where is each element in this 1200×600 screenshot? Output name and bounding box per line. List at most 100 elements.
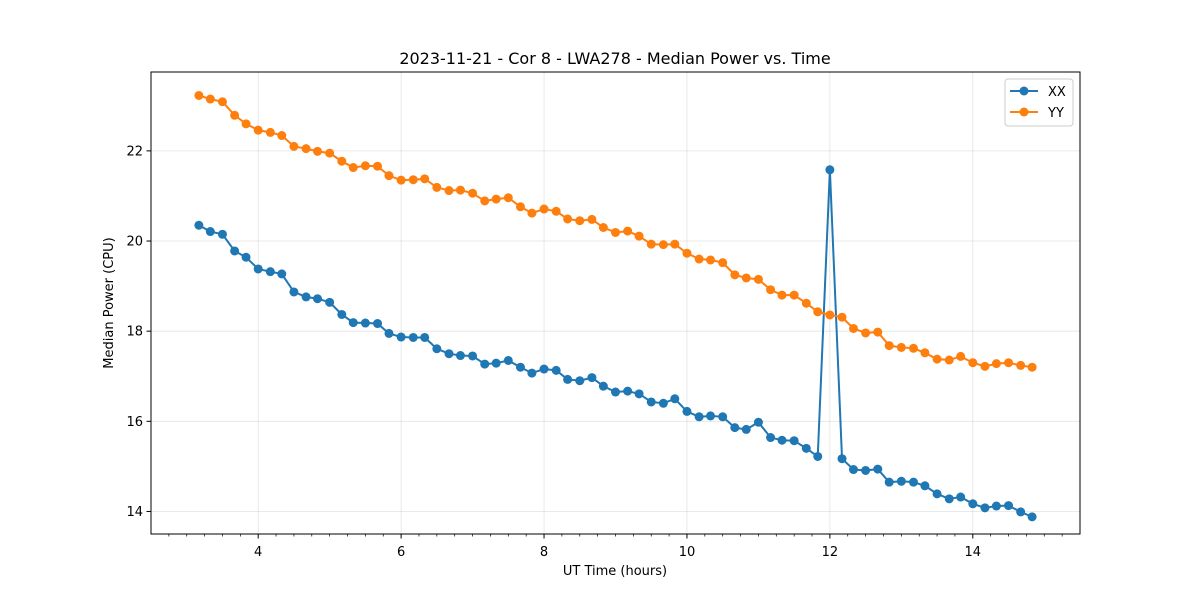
data-point-xx bbox=[813, 451, 823, 461]
data-point-xx bbox=[408, 332, 418, 342]
chart-title: 2023-11-21 - Cor 8 - LWA278 - Median Pow… bbox=[399, 49, 830, 68]
data-point-xx bbox=[455, 351, 465, 361]
data-point-xx bbox=[265, 267, 275, 277]
grid bbox=[151, 72, 1080, 534]
x-axis-ticks: 4 6 8 10 12 14 bbox=[168, 534, 1063, 560]
data-point-xx bbox=[348, 318, 358, 328]
data-point-yy bbox=[1027, 362, 1037, 372]
data-point-yy bbox=[455, 185, 465, 195]
data-point-yy bbox=[515, 202, 525, 212]
data-point-yy bbox=[396, 175, 406, 185]
data-point-yy bbox=[444, 186, 454, 196]
data-point-xx bbox=[908, 477, 918, 487]
data-point-yy bbox=[373, 161, 383, 171]
data-point-yy bbox=[384, 171, 394, 181]
data-point-yy bbox=[766, 285, 776, 295]
data-point-yy bbox=[956, 351, 966, 361]
data-point-xx bbox=[920, 481, 930, 491]
data-point-yy bbox=[205, 94, 215, 104]
data-point-xx bbox=[551, 365, 561, 375]
data-point-xx bbox=[289, 287, 299, 297]
data-point-xx bbox=[884, 477, 894, 487]
data-point-yy bbox=[230, 110, 240, 120]
data-point-yy bbox=[968, 358, 978, 368]
data-point-yy bbox=[896, 342, 906, 352]
data-point-xx bbox=[980, 503, 990, 513]
data-point-yy bbox=[813, 307, 823, 317]
data-point-yy bbox=[932, 354, 942, 364]
data-point-yy bbox=[706, 255, 716, 265]
y-tick-label: 16 bbox=[126, 415, 143, 430]
data-point-xx bbox=[480, 359, 490, 369]
x-tick-label: 12 bbox=[822, 545, 839, 560]
data-point-yy bbox=[670, 239, 680, 249]
data-point-xx bbox=[432, 344, 442, 354]
data-point-yy bbox=[777, 290, 787, 300]
data-point-xx bbox=[944, 494, 954, 504]
data-point-yy bbox=[789, 290, 799, 300]
data-point-yy bbox=[682, 248, 692, 258]
data-point-yy bbox=[873, 327, 883, 337]
data-point-yy bbox=[884, 341, 894, 351]
y-tick-label: 22 bbox=[126, 144, 143, 159]
data-point-yy bbox=[503, 193, 513, 203]
data-point-xx bbox=[801, 443, 811, 453]
data-point-xx bbox=[503, 355, 513, 365]
data-point-xx bbox=[337, 309, 347, 319]
data-point-yy bbox=[944, 355, 954, 365]
data-point-xx bbox=[468, 351, 478, 361]
data-point-yy bbox=[408, 175, 418, 185]
data-point-xx bbox=[384, 328, 394, 338]
data-point-yy bbox=[313, 146, 323, 156]
data-point-xx bbox=[575, 376, 585, 386]
data-point-xx bbox=[861, 465, 871, 475]
x-tick-label: 14 bbox=[965, 545, 982, 560]
data-point-yy bbox=[527, 208, 537, 218]
data-point-yy bbox=[265, 127, 275, 137]
data-point-xx bbox=[848, 465, 858, 475]
data-point-xx bbox=[741, 424, 751, 434]
data-point-xx bbox=[373, 319, 383, 329]
data-point-yy bbox=[1004, 358, 1014, 368]
data-point-yy bbox=[920, 348, 930, 358]
data-point-yy bbox=[420, 174, 430, 184]
data-point-yy bbox=[551, 206, 561, 216]
data-point-xx bbox=[205, 227, 215, 237]
data-point-xx bbox=[515, 362, 525, 372]
y-tick-label: 20 bbox=[126, 235, 143, 250]
data-point-xx bbox=[301, 292, 311, 302]
series-layer bbox=[194, 90, 1037, 522]
data-point-xx bbox=[598, 381, 608, 391]
data-point-xx bbox=[670, 394, 680, 404]
data-point-xx bbox=[932, 489, 942, 499]
data-point-xx bbox=[730, 423, 740, 433]
data-point-yy bbox=[741, 273, 751, 283]
data-point-yy bbox=[253, 125, 263, 135]
data-point-yy bbox=[301, 144, 311, 154]
data-point-xx bbox=[420, 332, 430, 342]
data-point-yy bbox=[539, 204, 549, 214]
data-point-xx bbox=[658, 398, 668, 408]
data-point-xx bbox=[253, 264, 263, 274]
data-point-yy bbox=[753, 274, 763, 284]
data-point-yy bbox=[468, 188, 478, 198]
data-point-yy bbox=[241, 119, 251, 129]
x-tick-label: 10 bbox=[679, 545, 696, 560]
legend-label-yy: YY bbox=[1047, 106, 1064, 121]
data-point-xx bbox=[623, 386, 633, 396]
data-point-xx bbox=[277, 269, 287, 279]
data-point-yy bbox=[480, 196, 490, 206]
data-point-xx bbox=[682, 406, 692, 416]
data-point-xx bbox=[706, 411, 716, 421]
data-point-xx bbox=[587, 373, 597, 383]
y-tick-label: 14 bbox=[126, 505, 143, 520]
data-point-xx bbox=[360, 318, 370, 328]
data-point-xx bbox=[241, 252, 251, 262]
data-point-xx bbox=[217, 229, 227, 239]
data-point-yy bbox=[325, 148, 335, 158]
data-point-yy bbox=[587, 214, 597, 224]
data-point-xx bbox=[634, 389, 644, 399]
data-point-xx bbox=[611, 387, 620, 397]
